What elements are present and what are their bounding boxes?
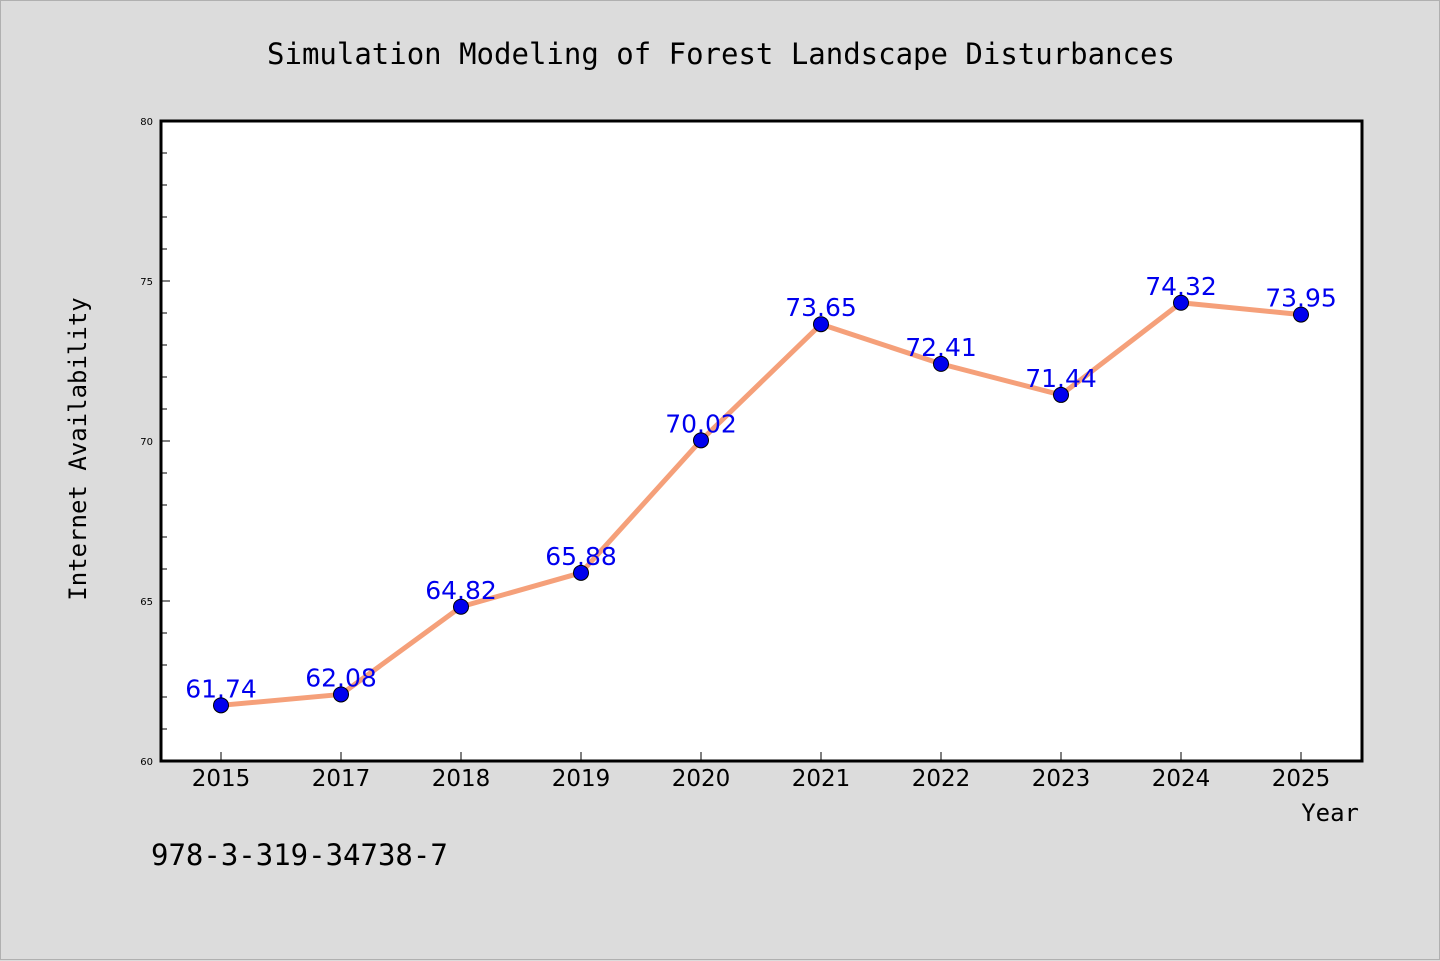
data-label: 64.82: [425, 576, 497, 605]
data-point: [1053, 386, 1069, 403]
x-tick-label: 2021: [792, 766, 851, 792]
data-point: [1293, 306, 1309, 323]
data-label: 70.02: [665, 409, 737, 438]
y-tick-label: 80: [140, 117, 153, 128]
x-tick-label: 2024: [1152, 766, 1211, 792]
chart-title: Simulation Modeling of Forest Landscape …: [267, 37, 1175, 71]
data-point: [573, 564, 589, 581]
series-line: [218, 300, 1304, 708]
data-point: [933, 355, 949, 372]
data-point: [453, 598, 469, 615]
data-label: 71.44: [1025, 364, 1097, 393]
x-tick-label: 2018: [432, 766, 491, 792]
x-tick-label: 2025: [1272, 766, 1331, 792]
y-tick-label: 65: [140, 597, 153, 608]
x-axis-label: Year: [1301, 799, 1359, 827]
data-label: 61.74: [185, 674, 257, 703]
data-label: 74.32: [1145, 272, 1217, 301]
y-tick-label: 75: [140, 277, 153, 288]
data-point: [693, 432, 709, 449]
series-layer: 61.74 62.08 64.82 65.88 70.02 73.65 72.41 71.44…: [185, 272, 1337, 714]
data-label: 65.88: [545, 542, 617, 571]
data-point: [333, 686, 349, 703]
data-label: 62.08: [305, 663, 377, 692]
x-tick-label: 2017: [312, 766, 371, 792]
y-tick-label: 70: [140, 437, 153, 448]
data-label: 72.41: [905, 333, 977, 362]
isbn-text: 978-3-319-34738-7: [151, 838, 448, 872]
x-tick-label: 2020: [672, 766, 731, 792]
plot-area: [159, 119, 1364, 763]
x-tick-label: 2019: [552, 766, 611, 792]
data-label: 73.95: [1265, 284, 1337, 313]
x-tick-label: 2022: [912, 766, 971, 792]
x-tick-label: 2015: [192, 766, 251, 792]
y-axis-label: Internet Availability: [64, 297, 92, 600]
y-tick-label: 60: [140, 757, 153, 768]
data-point: [813, 316, 829, 333]
data-point: [213, 697, 229, 714]
data-point: [1173, 294, 1189, 311]
data-label: 73.65: [785, 293, 857, 322]
x-tick-label: 2023: [1032, 766, 1091, 792]
x-axis: 2015 2017 2018 2019 2020 2021 2022 2023 2024 2025: [192, 752, 1331, 792]
y-axis: 60 65 70 75 80: [140, 117, 170, 768]
